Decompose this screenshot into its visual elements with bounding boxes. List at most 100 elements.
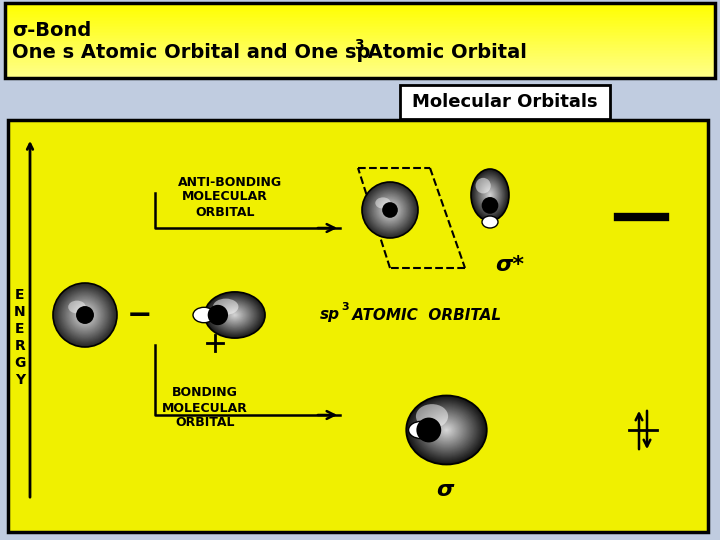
Ellipse shape bbox=[488, 192, 492, 198]
Ellipse shape bbox=[421, 408, 472, 451]
Bar bbox=[5, 63, 715, 65]
Circle shape bbox=[65, 295, 105, 335]
Circle shape bbox=[76, 306, 94, 324]
Bar bbox=[5, 75, 715, 77]
Circle shape bbox=[363, 183, 418, 237]
Ellipse shape bbox=[222, 305, 248, 325]
Ellipse shape bbox=[205, 293, 264, 338]
Bar bbox=[5, 25, 715, 28]
Circle shape bbox=[83, 313, 87, 318]
Bar bbox=[5, 51, 715, 53]
Circle shape bbox=[64, 294, 106, 336]
Ellipse shape bbox=[485, 187, 495, 203]
Ellipse shape bbox=[423, 409, 471, 451]
Ellipse shape bbox=[410, 399, 483, 462]
Bar bbox=[5, 31, 715, 33]
Bar bbox=[5, 6, 715, 8]
Ellipse shape bbox=[420, 407, 473, 453]
Text: MOLECULAR: MOLECULAR bbox=[162, 402, 248, 415]
Ellipse shape bbox=[475, 175, 505, 215]
Circle shape bbox=[380, 200, 400, 220]
Bar bbox=[5, 64, 715, 66]
Circle shape bbox=[66, 296, 104, 334]
Bar bbox=[5, 35, 715, 37]
Circle shape bbox=[77, 307, 93, 323]
Bar bbox=[5, 71, 715, 72]
Circle shape bbox=[482, 197, 498, 214]
Bar bbox=[5, 33, 715, 35]
Circle shape bbox=[364, 184, 417, 237]
Circle shape bbox=[369, 189, 411, 231]
Circle shape bbox=[377, 198, 402, 222]
Ellipse shape bbox=[486, 190, 494, 200]
Ellipse shape bbox=[444, 428, 449, 432]
Text: BONDING: BONDING bbox=[172, 387, 238, 400]
Ellipse shape bbox=[209, 295, 261, 335]
Circle shape bbox=[63, 293, 107, 338]
Ellipse shape bbox=[224, 307, 246, 323]
Ellipse shape bbox=[440, 424, 454, 436]
Ellipse shape bbox=[475, 178, 491, 193]
Bar bbox=[5, 72, 715, 74]
Text: −: − bbox=[127, 300, 153, 329]
Ellipse shape bbox=[474, 172, 506, 218]
Text: ANTI-BONDING: ANTI-BONDING bbox=[178, 176, 282, 188]
Ellipse shape bbox=[435, 420, 458, 440]
Bar bbox=[5, 9, 715, 11]
Ellipse shape bbox=[215, 300, 255, 330]
Ellipse shape bbox=[68, 301, 86, 313]
Circle shape bbox=[84, 314, 86, 316]
Bar bbox=[400, 85, 610, 119]
Circle shape bbox=[76, 306, 94, 325]
Circle shape bbox=[55, 285, 115, 346]
Circle shape bbox=[384, 204, 396, 217]
Circle shape bbox=[59, 289, 111, 341]
Circle shape bbox=[56, 286, 114, 344]
Circle shape bbox=[53, 283, 117, 347]
Circle shape bbox=[366, 186, 414, 234]
Ellipse shape bbox=[231, 312, 239, 318]
Ellipse shape bbox=[472, 170, 508, 220]
Bar bbox=[5, 66, 715, 68]
Ellipse shape bbox=[207, 294, 262, 336]
Bar bbox=[5, 4, 715, 6]
Text: Molecular Orbitals: Molecular Orbitals bbox=[412, 93, 598, 111]
Text: σ-Bond: σ-Bond bbox=[12, 21, 91, 40]
Bar bbox=[5, 36, 715, 38]
Ellipse shape bbox=[478, 179, 502, 212]
Ellipse shape bbox=[233, 313, 237, 316]
Ellipse shape bbox=[443, 427, 450, 433]
Ellipse shape bbox=[487, 192, 492, 199]
Bar bbox=[5, 3, 715, 78]
Circle shape bbox=[390, 210, 391, 211]
Circle shape bbox=[369, 188, 412, 232]
Ellipse shape bbox=[437, 422, 456, 438]
Ellipse shape bbox=[230, 311, 240, 319]
Ellipse shape bbox=[427, 413, 466, 447]
Ellipse shape bbox=[414, 402, 479, 457]
Text: MOLECULAR: MOLECULAR bbox=[182, 191, 268, 204]
Bar bbox=[5, 30, 715, 32]
Bar bbox=[5, 24, 715, 26]
Bar bbox=[5, 50, 715, 51]
Ellipse shape bbox=[413, 401, 480, 458]
Ellipse shape bbox=[418, 406, 475, 455]
Circle shape bbox=[373, 193, 407, 227]
Ellipse shape bbox=[232, 313, 238, 318]
Circle shape bbox=[78, 308, 91, 321]
Circle shape bbox=[388, 208, 392, 212]
Circle shape bbox=[385, 205, 395, 215]
Bar bbox=[5, 40, 715, 43]
Bar bbox=[5, 21, 715, 23]
Ellipse shape bbox=[476, 176, 504, 214]
Circle shape bbox=[68, 298, 102, 332]
Ellipse shape bbox=[213, 299, 238, 315]
Ellipse shape bbox=[477, 177, 503, 213]
Circle shape bbox=[84, 313, 86, 316]
Ellipse shape bbox=[417, 404, 477, 456]
Bar bbox=[5, 77, 715, 78]
Bar bbox=[5, 39, 715, 41]
Bar bbox=[5, 56, 715, 57]
Bar bbox=[5, 45, 715, 47]
Ellipse shape bbox=[446, 429, 448, 431]
